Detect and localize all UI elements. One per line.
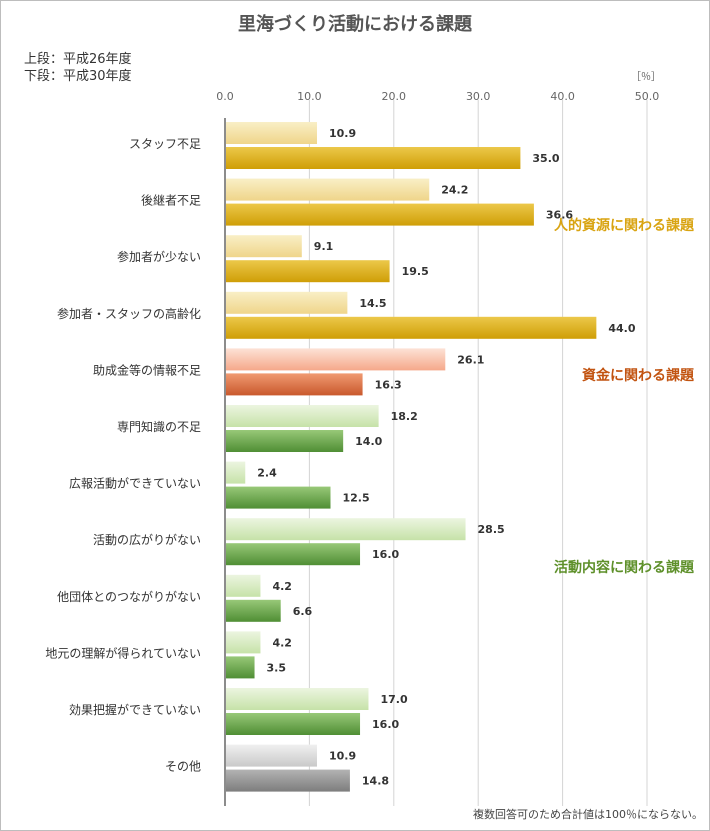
data-label-h26: 26.1 — [457, 353, 484, 366]
bar-h26 — [226, 348, 446, 371]
bar-h30 — [226, 599, 281, 622]
data-label-h30: 16.0 — [372, 718, 399, 731]
data-label-h30: 12.5 — [343, 492, 370, 505]
bar-h26 — [226, 291, 348, 314]
data-label-h30: 44.0 — [608, 322, 635, 335]
data-label-h30: 35.0 — [532, 152, 559, 165]
data-label-h26: 4.2 — [272, 580, 292, 593]
data-label-h26: 28.5 — [478, 523, 505, 536]
bar-h26 — [226, 122, 317, 144]
category-label: 参加者が少ない — [117, 249, 201, 264]
category-label: その他 — [165, 760, 201, 774]
bar-h26 — [226, 688, 369, 710]
category-label: 参加者・スタッフの高齢化 — [57, 306, 201, 321]
bar-h30 — [226, 656, 255, 679]
data-label-h26: 14.5 — [359, 297, 386, 310]
bar-h26 — [226, 178, 430, 201]
bar-h26 — [226, 574, 261, 597]
bar-h30 — [226, 373, 363, 396]
bar-h26 — [226, 744, 317, 767]
category-label: 効果把握ができていない — [69, 702, 201, 717]
category-label: 地元の理解が得られていない — [45, 645, 201, 660]
x-tick-label: 30.0 — [466, 90, 491, 103]
x-tick-label: 10.0 — [297, 90, 322, 103]
data-label-h26: 10.9 — [329, 127, 356, 140]
legend-lower-label: 下段：平成30年度 — [24, 68, 132, 84]
category-label: 助成金等の情報不足 — [93, 362, 201, 377]
category-label: スタッフ不足 — [129, 137, 201, 151]
bar-h30 — [226, 260, 390, 283]
footnote: 複数回答可のため合計値は100％にならない。 — [473, 807, 703, 821]
bar-h30 — [226, 147, 521, 169]
data-label-h30: 6.6 — [293, 605, 313, 618]
category-label: 後継者不足 — [141, 193, 201, 208]
bar-h30 — [226, 769, 350, 792]
x-tick-label: 50.0 — [635, 90, 660, 103]
bar-h30 — [226, 430, 344, 452]
data-label-h30: 19.5 — [402, 265, 429, 278]
data-label-h26: 4.2 — [272, 636, 292, 649]
chart-text: 里海づくり活動における課題 上段：平成26年度 下段：平成30年度 ［％］ 複数… — [24, 13, 703, 821]
x-tick-label: 40.0 — [550, 90, 575, 103]
data-label-h26: 2.4 — [257, 467, 277, 480]
bar-h26 — [226, 235, 302, 258]
bars — [224, 118, 597, 806]
bar-h26 — [226, 631, 261, 654]
category-label: 専門知識の不足 — [117, 420, 201, 434]
legend-upper-label: 上段：平成26年度 — [24, 51, 132, 67]
data-label-h26: 17.0 — [380, 693, 407, 706]
bar-h30 — [226, 203, 534, 226]
group-label: 資金に関わる課題 — [582, 367, 695, 384]
bar-h26 — [226, 405, 379, 427]
unit-label: ［％］ — [631, 71, 661, 83]
data-label-h26: 24.2 — [441, 184, 468, 197]
bar-h26 — [226, 461, 246, 484]
x-tick-label: 20.0 — [382, 90, 407, 103]
x-tick-label: 0.0 — [216, 90, 234, 103]
bar-h30 — [226, 316, 597, 339]
bar-h30 — [226, 543, 361, 566]
data-label-h30: 16.3 — [375, 378, 402, 391]
bar-h30 — [226, 713, 361, 735]
category-label: 広報活動ができていない — [69, 476, 201, 491]
data-label-h26: 9.1 — [314, 240, 334, 253]
category-label: 活動の広がりがない — [93, 532, 201, 547]
data-label-h30: 3.5 — [267, 661, 287, 674]
data-label-h26: 18.2 — [391, 410, 418, 423]
chart-title: 里海づくり活動における課題 — [238, 13, 473, 35]
group-label: 人的資源に関わる課題 — [554, 217, 695, 234]
bar-h30 — [226, 486, 331, 509]
data-label-h30: 36.6 — [546, 209, 573, 222]
data-label-h30: 14.0 — [355, 435, 382, 448]
group-label: 活動内容に関わる課題 — [554, 559, 695, 576]
category-label: 他団体とのつながりがない — [57, 589, 201, 604]
data-label-h30: 16.0 — [372, 548, 399, 561]
data-label-h26: 10.9 — [329, 750, 356, 763]
bar-h26 — [226, 518, 466, 541]
data-label-h30: 14.8 — [362, 775, 389, 788]
